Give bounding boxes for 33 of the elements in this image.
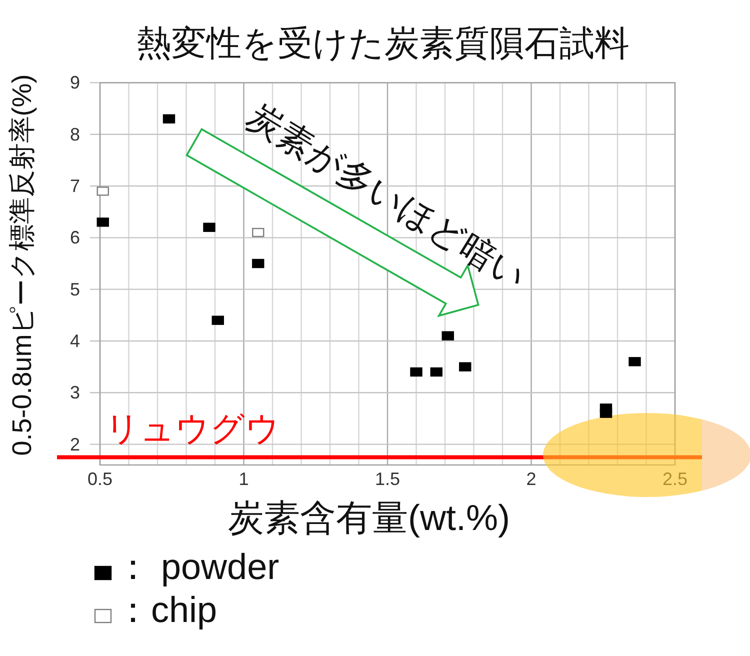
y-tick-label: 3 (70, 382, 80, 403)
y-tick-label: 7 (70, 176, 80, 196)
y-tick-label: 6 (70, 228, 80, 248)
y-tick-label: 5 (70, 279, 80, 300)
point (430, 367, 442, 377)
point (459, 362, 472, 372)
point (442, 331, 454, 340)
point (162, 114, 176, 124)
point (628, 357, 641, 366)
y-tick-label: 2 (70, 434, 80, 454)
annotation: 炭素が多いほど暗い (240, 96, 534, 298)
x-axis-title: 炭素含有量(wt.%) (228, 497, 510, 538)
y-axis-title: 0.5-0.8umピーク標準反射率(%) (7, 74, 37, 456)
point (212, 316, 224, 325)
point (203, 222, 216, 232)
chart-title: 熱変性を受けた炭素質隕石試料 (136, 24, 630, 63)
point (600, 408, 612, 418)
x-tick-label: 1.5 (374, 469, 400, 489)
point (96, 186, 109, 196)
point (410, 367, 422, 377)
y-tick-label: 8 (70, 124, 80, 144)
x-tick-label: 2 (526, 469, 536, 489)
x-tick-label: 0.5 (87, 469, 113, 489)
point (252, 228, 264, 238)
legend-label: ： powder (115, 546, 280, 587)
y-tick-label: 9 (70, 72, 80, 93)
ref-line-label: リュウグウ (105, 410, 280, 448)
legend-label: ：chip (115, 589, 218, 630)
point (96, 218, 109, 227)
point (252, 258, 264, 268)
y-tick-label: 4 (70, 330, 80, 351)
x-tick-label: 2.5 (662, 469, 688, 489)
x-tick-label: 1 (238, 469, 249, 489)
